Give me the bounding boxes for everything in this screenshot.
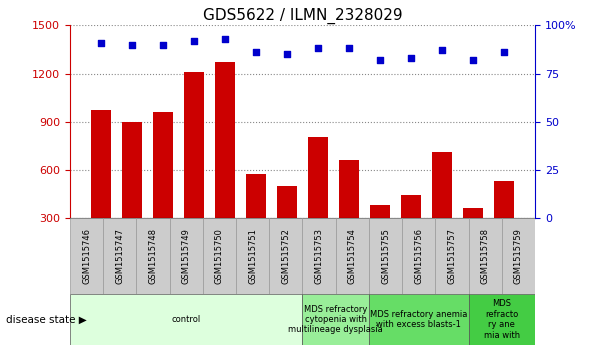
Point [96, 40, 106, 46]
Bar [308, 137, 328, 218]
Bar [246, 174, 266, 218]
Bar [402, 218, 435, 294]
Point [220, 36, 230, 42]
Bar [70, 218, 103, 294]
Bar [469, 218, 502, 294]
Text: GSM1515756: GSM1515756 [414, 228, 423, 284]
Text: disease state ▶: disease state ▶ [6, 314, 87, 325]
Bar [369, 294, 469, 345]
Text: GSM1515755: GSM1515755 [381, 228, 390, 284]
Text: MDS refractory
cytopenia with
multilineage dysplasia: MDS refractory cytopenia with multilinea… [288, 305, 383, 334]
Point [375, 57, 385, 63]
Bar [502, 218, 535, 294]
Text: GSM1515752: GSM1515752 [282, 228, 291, 284]
Bar [277, 186, 297, 218]
Text: GSM1515753: GSM1515753 [314, 228, 323, 284]
Bar [136, 218, 170, 294]
Point [437, 48, 447, 53]
Bar [170, 218, 203, 294]
Point [189, 38, 199, 44]
Text: GSM1515750: GSM1515750 [215, 228, 224, 284]
Bar [302, 218, 336, 294]
Text: GSM1515746: GSM1515746 [82, 228, 91, 284]
Text: MDS
refracto
ry ane
mia with: MDS refracto ry ane mia with [484, 299, 520, 339]
Text: GSM1515747: GSM1515747 [116, 228, 124, 284]
Bar [339, 160, 359, 218]
Text: GSM1515754: GSM1515754 [348, 228, 357, 284]
Bar [184, 72, 204, 218]
Text: GSM1515751: GSM1515751 [248, 228, 257, 284]
Bar [401, 195, 421, 218]
Text: GSM1515758: GSM1515758 [481, 228, 489, 284]
Text: GSM1515748: GSM1515748 [148, 228, 157, 284]
Title: GDS5622 / ILMN_2328029: GDS5622 / ILMN_2328029 [202, 8, 402, 24]
Bar [435, 218, 469, 294]
Bar [370, 205, 390, 218]
Point [251, 49, 261, 55]
Bar [215, 62, 235, 218]
Bar [469, 294, 535, 345]
Point [468, 57, 478, 63]
Bar [91, 110, 111, 218]
Point [406, 55, 416, 61]
Bar [269, 218, 302, 294]
Text: control: control [171, 315, 201, 324]
Bar [153, 112, 173, 218]
Bar [463, 208, 483, 218]
Text: GSM1515759: GSM1515759 [514, 228, 523, 284]
Bar [494, 181, 514, 218]
Bar [302, 294, 369, 345]
Bar [236, 218, 269, 294]
Bar [432, 152, 452, 218]
Point [282, 51, 292, 57]
Bar [369, 218, 402, 294]
Point [127, 42, 137, 48]
Text: GSM1515749: GSM1515749 [182, 228, 191, 284]
Point [313, 46, 323, 52]
Bar [122, 122, 142, 218]
Point [158, 42, 168, 48]
Bar [336, 218, 369, 294]
Bar [70, 294, 302, 345]
Point [499, 49, 509, 55]
Text: MDS refractory anemia
with excess blasts-1: MDS refractory anemia with excess blasts… [370, 310, 468, 329]
Bar [103, 218, 136, 294]
Text: GSM1515757: GSM1515757 [447, 228, 457, 284]
Bar [203, 218, 236, 294]
Point [344, 46, 354, 52]
